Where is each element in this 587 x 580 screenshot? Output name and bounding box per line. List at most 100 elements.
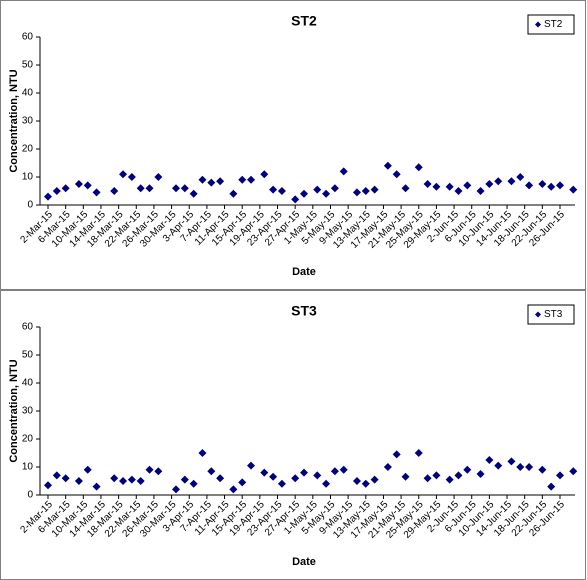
data-point (260, 170, 269, 179)
data-point (92, 188, 101, 197)
legend-box (527, 304, 575, 325)
x-axis-label: Date (292, 266, 316, 278)
data-point (313, 471, 322, 480)
legend-label: ST2 (544, 19, 563, 30)
data-point (525, 463, 534, 471)
data-point (172, 485, 180, 494)
data-point (180, 475, 189, 484)
panel-border (0, 0, 586, 290)
data-point (494, 177, 503, 186)
data-point (74, 477, 83, 485)
data-point (92, 482, 101, 491)
data-point (229, 485, 238, 494)
legend-marker (535, 21, 541, 28)
data-point (238, 175, 247, 184)
data-point (525, 181, 534, 190)
data-point (247, 175, 256, 184)
data-point (189, 189, 198, 198)
data-point (180, 184, 189, 193)
data-point (127, 173, 136, 181)
data-point (383, 463, 392, 471)
data-point (538, 180, 547, 188)
data-point (423, 474, 432, 483)
data-point (401, 472, 410, 481)
y-tick-label: 10 (22, 462, 34, 473)
data-point (432, 182, 441, 191)
y-tick-label: 20 (22, 434, 34, 445)
data-point (269, 185, 278, 194)
data-point (300, 468, 308, 477)
data-point (454, 471, 463, 480)
data-point (516, 173, 525, 181)
data-point (454, 187, 463, 195)
data-point (476, 187, 485, 195)
data-point (370, 185, 379, 194)
data-point (110, 187, 119, 195)
legend-box (527, 14, 575, 35)
data-point (322, 189, 331, 198)
data-point (154, 173, 163, 181)
data-point (494, 461, 503, 470)
y-tick-label: 0 (27, 490, 33, 501)
data-point (136, 184, 145, 193)
data-point (361, 479, 370, 488)
data-point (198, 449, 207, 457)
data-point (198, 175, 207, 184)
data-point (207, 467, 216, 476)
data-point (392, 450, 401, 459)
data-point (154, 467, 163, 476)
data-point (463, 465, 472, 474)
data-point (291, 195, 300, 204)
data-point (110, 474, 119, 483)
data-point (189, 479, 198, 488)
data-point (339, 167, 348, 176)
data-point (61, 184, 70, 193)
data-point (547, 482, 556, 491)
data-point (445, 475, 454, 484)
x-axis-label: Date (292, 556, 316, 568)
data-point (485, 456, 494, 464)
data-point (119, 170, 128, 179)
y-tick-label: 50 (22, 350, 34, 361)
data-point (432, 471, 441, 480)
legend-marker (535, 311, 541, 318)
data-point (507, 177, 516, 186)
data-point (569, 185, 578, 194)
data-point (352, 188, 361, 197)
data-point (229, 189, 238, 198)
data-point (207, 178, 216, 187)
data-point (247, 461, 256, 470)
data-point (383, 161, 392, 170)
y-tick-label: 60 (22, 322, 34, 333)
data-point (216, 474, 225, 483)
y-tick-label: 50 (22, 60, 34, 71)
data-point (547, 182, 556, 191)
data-point (260, 468, 269, 477)
data-point (313, 185, 322, 194)
data-point (538, 465, 547, 474)
data-point (414, 163, 423, 172)
data-point (414, 449, 423, 457)
data-point (392, 170, 401, 179)
chart-title: ST2 (291, 13, 317, 29)
data-point (361, 187, 370, 195)
data-point (330, 184, 339, 193)
data-point (216, 177, 225, 186)
y-tick-label: 60 (22, 32, 34, 43)
data-point (145, 465, 154, 474)
legend-label: ST3 (544, 309, 563, 320)
data-point (445, 182, 454, 191)
data-point (145, 184, 154, 193)
data-point (238, 478, 247, 487)
data-point (119, 477, 128, 485)
data-point (476, 470, 485, 478)
y-tick-label: 30 (22, 406, 34, 417)
data-point (370, 475, 379, 484)
data-point (74, 180, 83, 188)
data-point (556, 471, 564, 480)
data-point (83, 465, 92, 474)
